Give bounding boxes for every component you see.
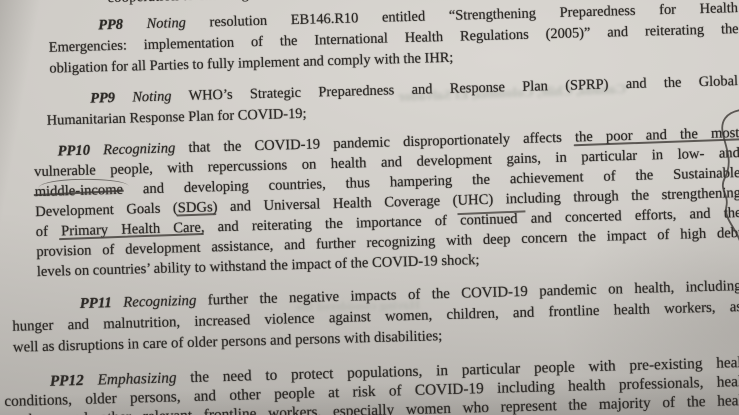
text-segment: middle-income xyxy=(34,181,124,201)
text-segment: Development Goals ( xyxy=(35,200,179,221)
text-segment: Recognizing xyxy=(111,292,197,312)
pen-stroke xyxy=(721,109,739,263)
paragraph-label: PP9 xyxy=(89,89,116,107)
text-segment: Primary Health Care xyxy=(60,219,202,240)
paragraph-label: PP8 xyxy=(98,16,124,34)
clipped-top-line: cooperation to ensure global access..... xyxy=(107,0,341,8)
paragraph-label: PP11 xyxy=(79,295,113,312)
paragraph-label: PP12 xyxy=(49,371,85,390)
paragraph-pp8: PP8 Noting resolution EB146.R10 entitled… xyxy=(48,0,739,80)
paragraph-pp12: PP12 Emphasizing the need to protect pop… xyxy=(4,353,739,415)
text-segment: SDGs xyxy=(177,199,213,217)
paragraph-label: PP10 xyxy=(57,142,91,160)
paragraph-pp11: PP11 Recognizing further the negative im… xyxy=(12,276,739,359)
text-segment: Noting xyxy=(114,88,172,106)
text-segment: continued xyxy=(459,211,518,229)
text-segment: Emphasizing xyxy=(83,369,177,389)
text-segment: Recognizing xyxy=(89,140,176,159)
text-segment: Humanitarian Response Plan for COVID-19; xyxy=(46,105,307,129)
paragraph-pp9: PP9 Noting WHO’s Strategic Preparedness … xyxy=(46,71,739,132)
text-segment: of xyxy=(35,223,62,241)
paragraph-pp10: PP10 Recognizing that the COVID-19 pande… xyxy=(33,123,739,282)
pen-squiggle-mark xyxy=(721,109,739,263)
text-segment: Noting xyxy=(122,14,187,33)
